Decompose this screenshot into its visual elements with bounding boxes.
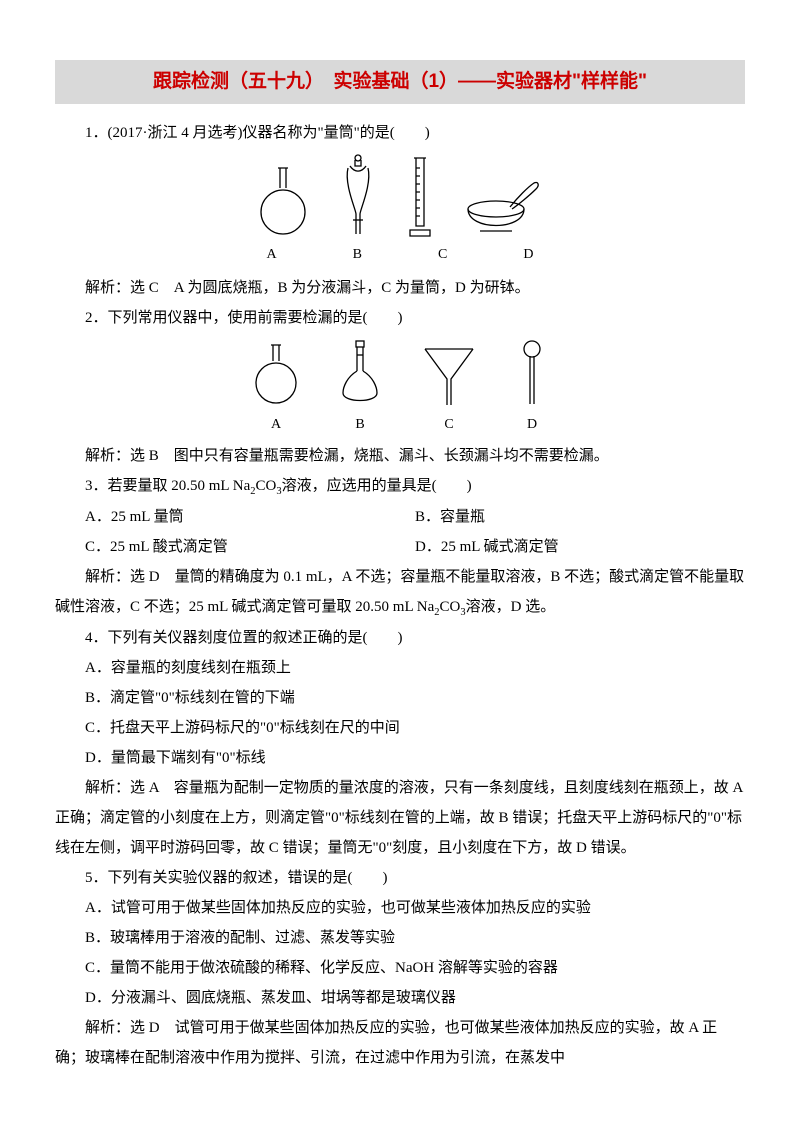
q2-figures: A B C D (55, 339, 745, 439)
separating-funnel-icon (338, 154, 378, 239)
q3-opt-b: B．容量瓶 (415, 502, 745, 532)
graduated-cylinder-icon (408, 154, 432, 239)
q1-labels: A B C D (55, 241, 745, 269)
q5-opt-b: B．玻璃棒用于溶液的配制、过滤、蒸发等实验 (55, 923, 745, 953)
q4-opt-c: C．托盘天平上游码标尺的"0"标线刻在尺的中间 (55, 713, 745, 743)
volumetric-flask-icon (339, 339, 381, 409)
q1-label-d: D (523, 241, 533, 269)
q2-label-a: A (253, 411, 299, 439)
q2-label-d: D (517, 411, 547, 439)
q3-opt-d: D．25 mL 碱式滴定管 (415, 532, 745, 562)
q1-stem: 1．(2017·浙江 4 月选考)仪器名称为"量筒"的是( ) (55, 118, 745, 148)
q5-answer: 解析：选 D 试管可用于做某些固体加热反应的实验，也可做某些液体加热反应的实验，… (55, 1013, 745, 1073)
mortar-icon (462, 179, 542, 239)
q1-label-c: C (438, 241, 447, 269)
q3-options: A．25 mL 量筒 B．容量瓶 C．25 mL 酸式滴定管 D．25 mL 碱… (55, 502, 745, 562)
q1-figures (55, 154, 745, 239)
q5-stem: 5．下列有关实验仪器的叙述，错误的是( ) (55, 863, 745, 893)
q3-opt-c: C．25 mL 酸式滴定管 (85, 532, 415, 562)
q4-opt-a: A．容量瓶的刻度线刻在瓶颈上 (55, 653, 745, 683)
q3-ans-a: 解析：选 D 量筒的精确度为 0.1 mL，A 不选；容量瓶不能量取溶液，B 不… (55, 569, 744, 615)
q4-opt-b: B．滴定管"0"标线刻在管的下端 (55, 683, 745, 713)
q1-answer: 解析：选 C A 为圆底烧瓶，B 为分液漏斗，C 为量筒，D 为研钵。 (55, 273, 745, 303)
q4-opt-d: D．量筒最下端刻有"0"标线 (55, 743, 745, 773)
q1-fig-c (408, 154, 432, 239)
flask-icon (253, 343, 299, 409)
q4-stem: 4．下列有关仪器刻度位置的叙述正确的是( ) (55, 623, 745, 653)
funnel-icon (421, 343, 477, 409)
q2-label-b: B (339, 411, 381, 439)
round-flask-icon (258, 164, 308, 239)
q3-stem-b: CO (256, 478, 277, 494)
q1-fig-a (258, 164, 308, 239)
q3-answer: 解析：选 D 量筒的精确度为 0.1 mL，A 不选；容量瓶不能量取溶液，B 不… (55, 562, 745, 623)
q2-fig-a: A (253, 343, 299, 439)
q3-stem: 3．若要量取 20.50 mL Na2CO3溶液，应选用的量具是( ) (55, 471, 745, 502)
q1-fig-b (338, 154, 378, 239)
q5-opt-c: C．量筒不能用于做浓硫酸的稀释、化学反应、NaOH 溶解等实验的容器 (55, 953, 745, 983)
q2-fig-d: D (517, 339, 547, 439)
q2-answer: 解析：选 B 图中只有容量瓶需要检漏，烧瓶、漏斗、长颈漏斗均不需要检漏。 (55, 441, 745, 471)
q1-label-a: A (267, 241, 277, 269)
q1-fig-d (462, 179, 542, 239)
q5-opt-a: A．试管可用于做某些固体加热反应的实验，也可做某些液体加热反应的实验 (55, 893, 745, 923)
page-title: 跟踪检测（五十九） 实验基础（1）——实验器材"样样能" (55, 60, 745, 104)
q2-fig-c: C (421, 343, 477, 439)
q2-stem: 2．下列常用仪器中，使用前需要检漏的是( ) (55, 303, 745, 333)
q4-answer: 解析：选 A 容量瓶为配制一定物质的量浓度的溶液，只有一条刻度线，且刻度线刻在瓶… (55, 773, 745, 863)
long-neck-funnel-icon (517, 339, 547, 409)
q2-label-c: C (421, 411, 477, 439)
q3-ans-b: 溶液，D 选。 (466, 599, 556, 615)
q3-stem-a: 3．若要量取 20.50 mL Na (85, 478, 250, 494)
q2-fig-b: B (339, 339, 381, 439)
q3-opt-a: A．25 mL 量筒 (85, 502, 415, 532)
q5-opt-d: D．分液漏斗、圆底烧瓶、蒸发皿、坩埚等都是玻璃仪器 (55, 983, 745, 1013)
q3-stem-c: 溶液，应选用的量具是( ) (282, 478, 472, 494)
q3-ans-sub1: 2 (434, 607, 439, 618)
q1-label-b: B (353, 241, 362, 269)
